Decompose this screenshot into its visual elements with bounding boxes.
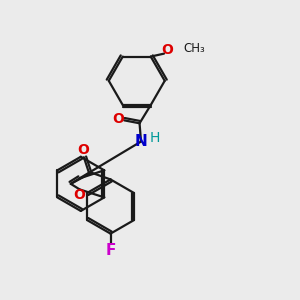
Text: N: N — [135, 134, 147, 149]
Text: O: O — [77, 143, 89, 157]
Text: F: F — [105, 243, 116, 258]
Text: O: O — [74, 188, 85, 202]
Text: O: O — [112, 112, 124, 126]
Text: O: O — [161, 43, 173, 57]
Text: CH₃: CH₃ — [184, 42, 206, 55]
Text: H: H — [150, 131, 160, 145]
